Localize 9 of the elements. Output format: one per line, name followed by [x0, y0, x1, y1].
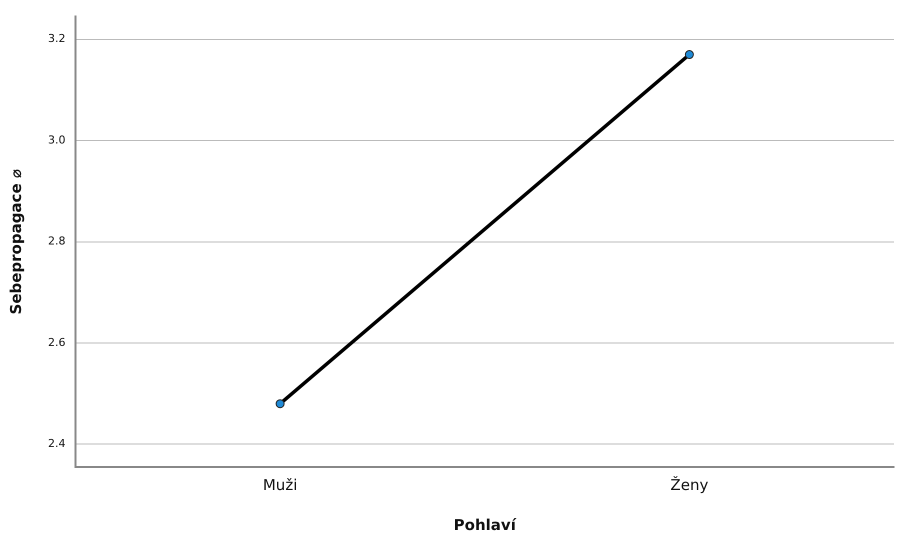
y-tick-label: 2.4: [48, 437, 66, 450]
y-tick-label: 3.2: [48, 32, 66, 46]
y-tick-label: 2.8: [48, 234, 66, 248]
x-tick-label: Muži: [262, 476, 298, 494]
x-tick-label: Ženy: [670, 476, 708, 494]
y-tick-label: 3.0: [48, 133, 66, 146]
x-axis-title: Pohlaví: [454, 516, 517, 534]
y-axis-title: Sebepropagace ⌀: [6, 169, 25, 314]
y-tick-label: 2.6: [48, 336, 66, 349]
